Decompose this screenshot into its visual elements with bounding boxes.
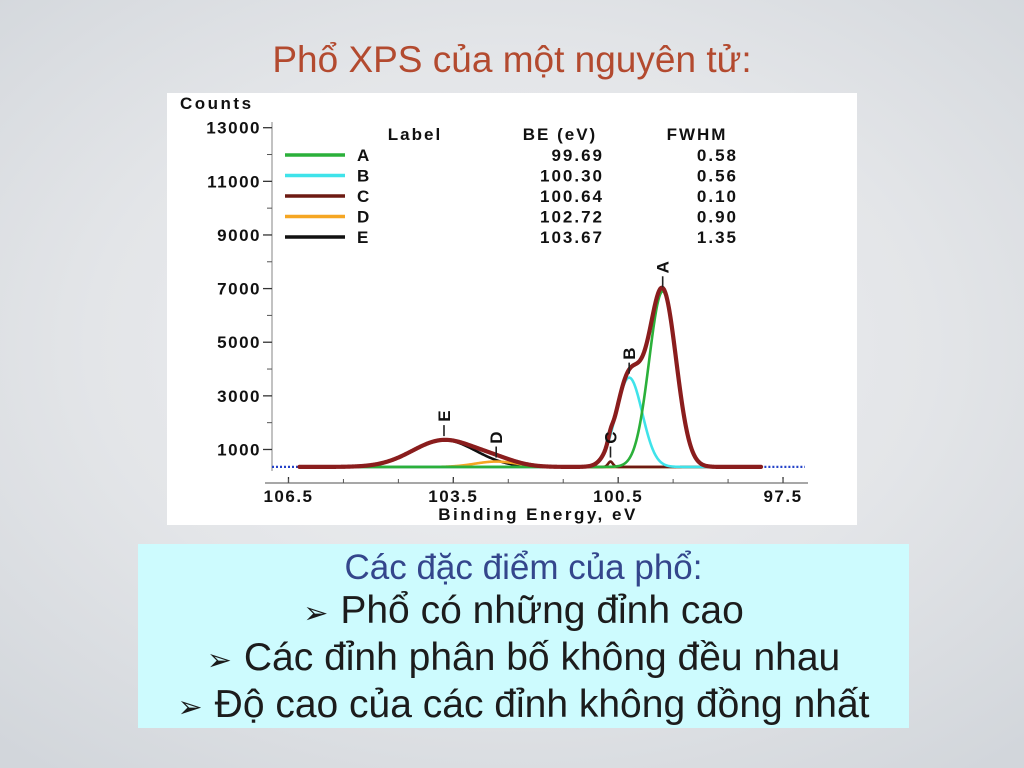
legend-fwhm: 0.58 (697, 146, 738, 165)
legend-header-be: BE (eV) (523, 125, 597, 144)
x-tick-label: 106.5 (263, 487, 313, 506)
legend-label: C (357, 187, 371, 206)
peak-marker-label: E (435, 410, 454, 421)
legend-label: B (357, 167, 371, 186)
arrow-bullet-icon (178, 684, 203, 731)
x-tick-label: 103.5 (428, 487, 478, 506)
peak-marker-label: B (620, 347, 639, 359)
arrow-bullet-icon (207, 637, 232, 684)
legend-label: D (357, 208, 371, 227)
legend-label: E (357, 228, 370, 247)
peak-marker-label: C (601, 431, 620, 443)
bullet-text: Các đỉnh phân bố không đều nhau (243, 636, 841, 679)
raw-data-line (272, 286, 805, 469)
envelope-curve (297, 285, 764, 470)
x-axis-label: Binding Energy, eV (438, 505, 638, 524)
legend-fwhm: 1.35 (697, 228, 738, 247)
component-curve-a (298, 289, 762, 469)
y-tick-label: 9000 (217, 226, 261, 245)
y-tick-label: 13000 (206, 119, 261, 138)
legend-be: 100.30 (540, 167, 604, 186)
y-tick-label: 3000 (217, 387, 261, 406)
legend-label: A (357, 146, 371, 165)
y-tick-label: 7000 (217, 280, 261, 299)
panel-heading: Các đặc điểm của phổ: (344, 548, 703, 587)
legend-fwhm: 0.56 (697, 167, 738, 186)
y-tick-label: 1000 (217, 440, 261, 459)
legend-header-fwhm: FWHM (667, 125, 728, 144)
arrow-bullet-icon (303, 590, 328, 637)
peak-marker-label: A (654, 261, 673, 273)
bullet-text: Độ cao của các đỉnh không đồng nhất (214, 683, 870, 726)
legend-be: 99.69 (551, 146, 604, 165)
legend-be: 100.64 (540, 187, 604, 206)
y-tick-label: 5000 (217, 333, 261, 352)
features-panel: Các đặc điểm của phổ: Phổ có những đỉnh … (138, 544, 909, 728)
legend-be: 102.72 (540, 208, 604, 227)
x-tick-label: 100.5 (593, 487, 643, 506)
peak-marker-label: D (487, 431, 506, 443)
bullet-item: Phổ có những đỉnh cao (138, 587, 909, 634)
slide-title: Phổ XPS của một nguyên tử: (272, 39, 752, 80)
x-tick-label: 97.5 (763, 487, 802, 506)
legend-fwhm: 0.90 (697, 208, 738, 227)
xps-chart: 1000 3000 5000 7000 9000 11000 13000 106.5 103.5… (167, 93, 857, 525)
bullet-text: Phổ có những đỉnh cao (340, 589, 744, 632)
xps-spectrum-plot: 1000 3000 5000 7000 9000 11000 13000 106.5 103.5… (180, 94, 808, 524)
y-tick-label: 11000 (207, 172, 261, 191)
legend-header-label: Label (388, 125, 442, 144)
y-axis-label: Counts (180, 94, 254, 113)
legend-be: 103.67 (540, 228, 604, 247)
bullet-item: Độ cao của các đỉnh không đồng nhất (138, 681, 909, 728)
legend-fwhm: 0.10 (697, 187, 738, 206)
bullet-item: Các đỉnh phân bố không đều nhau (138, 634, 909, 681)
